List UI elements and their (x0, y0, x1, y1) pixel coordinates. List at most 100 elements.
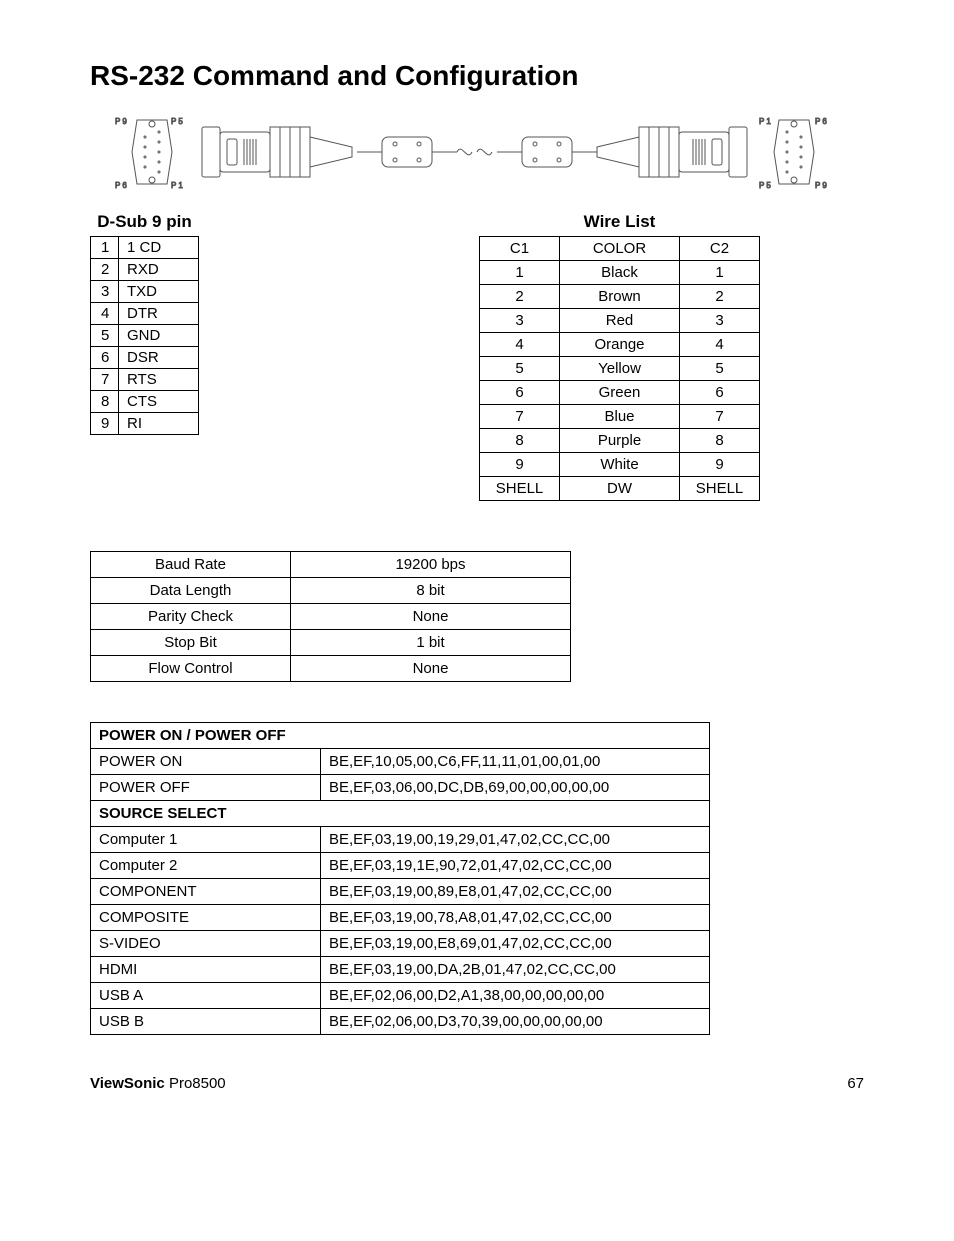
section-header: POWER ON / POWER OFF (91, 723, 710, 749)
table-cell: Red (560, 309, 680, 333)
table-cell: TXD (119, 281, 199, 303)
table-cell: 6 (91, 347, 119, 369)
label-p5-right: P 5 (759, 181, 771, 190)
command-label: Computer 2 (91, 853, 321, 879)
wire-table-wrap: Wire List C1COLORC21Black12Brown23Red34O… (479, 212, 760, 501)
table-cell: GND (119, 325, 199, 347)
table-cell: Green (560, 381, 680, 405)
command-label: COMPOSITE (91, 905, 321, 931)
table-row: USB ABE,EF,02,06,00,D2,A1,38,00,00,00,00… (91, 983, 710, 1009)
label-p5-left: P 5 (171, 117, 183, 126)
command-code: BE,EF,02,06,00,D2,A1,38,00,00,00,00,00 (321, 983, 710, 1009)
table-cell: Yellow (560, 357, 680, 381)
command-code: BE,EF,03,19,00,19,29,01,47,02,CC,CC,00 (321, 827, 710, 853)
table-row: Computer 1BE,EF,03,19,00,19,29,01,47,02,… (91, 827, 710, 853)
table-header-cell: C2 (680, 237, 760, 261)
command-code: BE,EF,03,19,00,DA,2B,01,47,02,CC,CC,00 (321, 957, 710, 983)
command-label: USB A (91, 983, 321, 1009)
table-cell: CTS (119, 391, 199, 413)
label-p9-right: P 9 (815, 181, 827, 190)
table-cell: 8 (480, 429, 560, 453)
table-cell: DTR (119, 303, 199, 325)
table-row: SHELLDWSHELL (480, 477, 760, 501)
section-header: SOURCE SELECT (91, 801, 710, 827)
table-cell: SHELL (680, 477, 760, 501)
command-code: BE,EF,03,06,00,DC,DB,69,00,00,00,00,00 (321, 775, 710, 801)
table-row: HDMIBE,EF,03,19,00,DA,2B,01,47,02,CC,CC,… (91, 957, 710, 983)
command-label: Computer 1 (91, 827, 321, 853)
command-label: POWER OFF (91, 775, 321, 801)
table-row: Flow ControlNone (91, 656, 571, 682)
table-header-cell: COLOR (560, 237, 680, 261)
table-row: 5GND (91, 325, 199, 347)
table-cell: 2 (91, 259, 119, 281)
table-cell: 4 (91, 303, 119, 325)
dsub-table: 11 CD2RXD3TXD4DTR5GND6DSR7RTS8CTS9RI (90, 236, 199, 435)
table-cell: 7 (680, 405, 760, 429)
table-cell: 6 (480, 381, 560, 405)
table-row: 6DSR (91, 347, 199, 369)
wire-table: C1COLORC21Black12Brown23Red34Orange45Yel… (479, 236, 760, 501)
table-cell: 8 (680, 429, 760, 453)
label-p1-left: P 1 (171, 181, 183, 190)
table-cell: Orange (560, 333, 680, 357)
wire-title: Wire List (479, 212, 760, 232)
table-row: 8CTS (91, 391, 199, 413)
command-code: BE,EF,02,06,00,D3,70,39,00,00,00,00,00 (321, 1009, 710, 1035)
table-cell: 2 (680, 285, 760, 309)
settings-key: Data Length (91, 578, 291, 604)
table-cell: 9 (480, 453, 560, 477)
section-header-row: SOURCE SELECT (91, 801, 710, 827)
command-label: S-VIDEO (91, 931, 321, 957)
footer-brand: ViewSonic Pro8500 (90, 1075, 226, 1092)
label-p1-right: P 1 (759, 117, 771, 126)
table-cell: Black (560, 261, 680, 285)
table-cell: SHELL (480, 477, 560, 501)
command-code: BE,EF,03,19,00,89,E8,01,47,02,CC,CC,00 (321, 879, 710, 905)
settings-key: Baud Rate (91, 552, 291, 578)
table-cell: White (560, 453, 680, 477)
table-cell: 5 (680, 357, 760, 381)
table-cell: 4 (480, 333, 560, 357)
settings-key: Flow Control (91, 656, 291, 682)
dsub-table-wrap: D-Sub 9 pin 11 CD2RXD3TXD4DTR5GND6DSR7RT… (90, 212, 199, 435)
table-cell: 7 (91, 369, 119, 391)
table-cell: RI (119, 413, 199, 435)
table-cell: 1 (680, 261, 760, 285)
table-cell: 3 (680, 309, 760, 333)
settings-value: 19200 bps (291, 552, 571, 578)
table-cell: 1 (480, 261, 560, 285)
settings-value: None (291, 604, 571, 630)
command-label: POWER ON (91, 749, 321, 775)
table-cell: Brown (560, 285, 680, 309)
command-label: HDMI (91, 957, 321, 983)
table-row: 3TXD (91, 281, 199, 303)
top-tables-row: D-Sub 9 pin 11 CD2RXD3TXD4DTR5GND6DSR7RT… (90, 212, 864, 501)
table-cell: 5 (91, 325, 119, 347)
table-row: 2RXD (91, 259, 199, 281)
table-row: 9White9 (480, 453, 760, 477)
settings-value: 8 bit (291, 578, 571, 604)
table-cell: 6 (680, 381, 760, 405)
settings-value: None (291, 656, 571, 682)
label-p6-right: P 6 (815, 117, 827, 126)
page-title: RS-232 Command and Configuration (90, 60, 864, 92)
table-row: COMPONENTBE,EF,03,19,00,89,E8,01,47,02,C… (91, 879, 710, 905)
table-row: POWER ONBE,EF,10,05,00,C6,FF,11,11,01,00… (91, 749, 710, 775)
table-row: 7Blue7 (480, 405, 760, 429)
dsub-title: D-Sub 9 pin (90, 212, 199, 232)
command-code: BE,EF,10,05,00,C6,FF,11,11,01,00,01,00 (321, 749, 710, 775)
table-cell: DW (560, 477, 680, 501)
table-row: Baud Rate19200 bps (91, 552, 571, 578)
table-row: COMPOSITEBE,EF,03,19,00,78,A8,01,47,02,C… (91, 905, 710, 931)
table-row: 5Yellow5 (480, 357, 760, 381)
table-cell: 3 (480, 309, 560, 333)
table-cell: 1 (91, 237, 119, 259)
label-p9-left: P 9 (115, 117, 127, 126)
cable-svg: P 9 P 5 P 6 P 1 (107, 112, 847, 192)
commands-table: POWER ON / POWER OFFPOWER ONBE,EF,10,05,… (90, 722, 710, 1035)
table-row: Parity CheckNone (91, 604, 571, 630)
table-row: 6Green6 (480, 381, 760, 405)
table-cell: 4 (680, 333, 760, 357)
table-row: 11 CD (91, 237, 199, 259)
